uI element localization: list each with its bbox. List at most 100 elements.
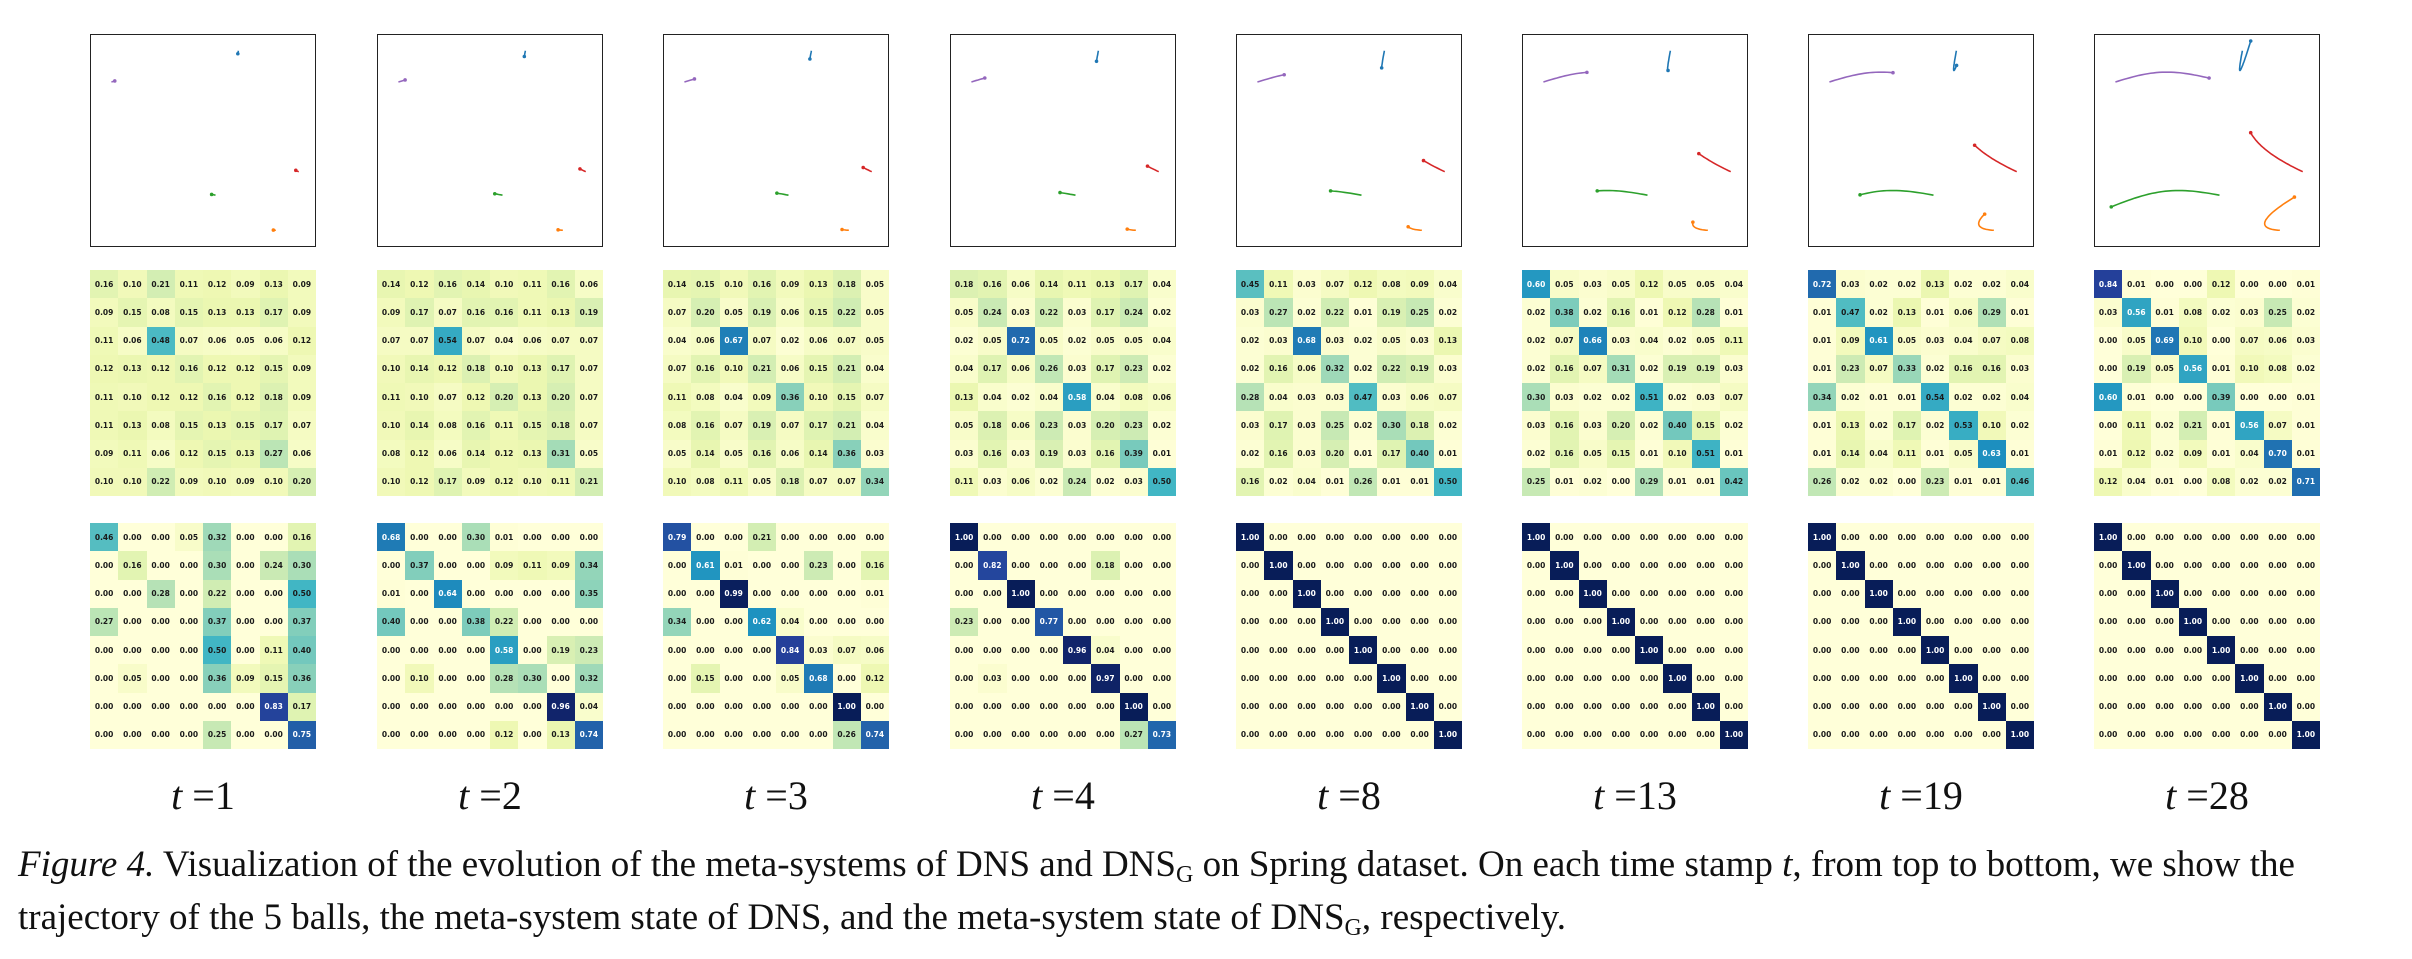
heatmap-cell: 0.34 xyxy=(1808,383,1837,412)
time-label: t =4 xyxy=(950,772,1176,819)
ball-trajectory xyxy=(1859,189,1934,196)
heatmap-cell: 0.00 xyxy=(950,636,979,665)
heatmap-cell: 0.16 xyxy=(287,523,316,552)
heatmap-cell: 1.00 xyxy=(2235,664,2264,693)
heatmap-cell: 0.02 xyxy=(1522,354,1551,383)
heatmap-cell: 0.28 xyxy=(1236,383,1265,412)
heatmap-cell: 0.02 xyxy=(1147,354,1176,383)
heatmap-cell: 0.00 xyxy=(804,523,833,552)
heatmap-cell: 0.00 xyxy=(2178,270,2207,299)
heatmap-cell: 0.00 xyxy=(231,692,260,721)
heatmap-cell: 0.01 xyxy=(2207,411,2236,440)
heatmap-cell: 0.00 xyxy=(1635,692,1664,721)
heatmap-cell: 0.00 xyxy=(1405,636,1434,665)
heatmap-cell: 0.01 xyxy=(2094,439,2123,468)
heatmap-cell: 0.37 xyxy=(287,607,316,636)
heatmap-cell: 0.03 xyxy=(1550,383,1579,412)
heatmap-cell: 0.22 xyxy=(1034,298,1063,327)
heatmap-cell: 0.00 xyxy=(1921,692,1950,721)
heatmap-cell: 0.00 xyxy=(1836,692,1865,721)
ball-position xyxy=(775,191,779,195)
heatmap-cell: 0.00 xyxy=(1034,692,1063,721)
caption-t-symbol: t xyxy=(1782,844,1793,885)
heatmap-cell: 0.00 xyxy=(691,692,720,721)
heatmap-cell: 0.00 xyxy=(1119,523,1148,552)
heatmap-cell: 0.00 xyxy=(950,579,979,608)
heatmap-cell: 0.00 xyxy=(978,579,1007,608)
trajectory-svg xyxy=(971,50,1160,232)
heatmap-cell: 0.01 xyxy=(1719,439,1748,468)
trajectory-plot xyxy=(950,34,1176,247)
heatmap-cell: 0.12 xyxy=(490,720,519,749)
heatmap-cell: 0.20 xyxy=(546,383,575,412)
heatmap-cell: 0.00 xyxy=(691,579,720,608)
heatmap-cell: 0.04 xyxy=(1264,383,1293,412)
heatmap-cell: 0.07 xyxy=(663,298,692,327)
heatmap-cell: 0.12 xyxy=(2207,270,2236,299)
heatmap-cell: 0.30 xyxy=(461,523,490,552)
heatmap-cell: 0.00 xyxy=(1921,720,1950,749)
heatmap-cell: 0.12 xyxy=(860,664,889,693)
heatmap-cell: 0.18 xyxy=(776,467,805,496)
time-value: =2 xyxy=(469,773,522,818)
heatmap-cell: 0.11 xyxy=(90,326,119,355)
heatmap-cell: 0.12 xyxy=(90,354,119,383)
heatmap-cell: 0.00 xyxy=(691,636,720,665)
ball-trajectory xyxy=(1147,165,1160,173)
heatmap-cell: 0.10 xyxy=(118,383,147,412)
heatmap-cell: 0.00 xyxy=(2207,664,2236,693)
heatmap-cell: 0.00 xyxy=(1034,664,1063,693)
heatmap-cell: 0.02 xyxy=(1236,354,1265,383)
heatmap-cell: 0.21 xyxy=(146,270,175,299)
heatmap-cell: 0.60 xyxy=(1522,270,1551,299)
heatmap-cell: 0.00 xyxy=(1977,607,2006,636)
heatmap-cell: 0.03 xyxy=(1433,354,1462,383)
heatmap-cell: 0.11 xyxy=(518,298,547,327)
heatmap-cell: 0.00 xyxy=(2235,607,2264,636)
heatmap-cell: 0.00 xyxy=(1320,664,1349,693)
heatmap-cell: 0.03 xyxy=(1006,298,1035,327)
heatmap-cell: 0.00 xyxy=(1663,692,1692,721)
heatmap-cell: 0.15 xyxy=(1691,411,1720,440)
heatmap-cell: 0.00 xyxy=(1433,692,1462,721)
heatmap-cell: 0.00 xyxy=(804,692,833,721)
heatmap-cell: 0.06 xyxy=(776,354,805,383)
heatmap-cell: 0.00 xyxy=(1663,720,1692,749)
heatmap-cell: 0.03 xyxy=(978,664,1007,693)
heatmap-cell: 0.00 xyxy=(2235,692,2264,721)
heatmap-cell: 0.17 xyxy=(1091,298,1120,327)
heatmap-cell: 0.00 xyxy=(1578,607,1607,636)
heatmap-cell: 0.00 xyxy=(1719,579,1748,608)
heatmap-cell: 0.22 xyxy=(1377,354,1406,383)
heatmap-cell: 0.13 xyxy=(546,720,575,749)
ball-trajectory xyxy=(1977,213,1994,232)
heatmap-cell: 0.00 xyxy=(1377,523,1406,552)
heatmap-cell: 0.00 xyxy=(546,579,575,608)
heatmap-cell: 0.19 xyxy=(1405,354,1434,383)
heatmap-cell: 0.56 xyxy=(2122,298,2151,327)
heatmap-cell: 0.34 xyxy=(860,467,889,496)
ball-trajectory xyxy=(1330,190,1362,196)
heatmap-cell: 0.00 xyxy=(860,523,889,552)
heatmap-cell: 0.10 xyxy=(118,467,147,496)
heatmap-cell: 0.00 xyxy=(1578,523,1607,552)
heatmap-cell: 0.26 xyxy=(832,720,861,749)
heatmap-cell: 0.16 xyxy=(90,270,119,299)
heatmap-cell: 0.13 xyxy=(546,298,575,327)
heatmap-cell: 0.00 xyxy=(1320,551,1349,580)
ball-position xyxy=(1379,66,1384,70)
ball-trajectory xyxy=(1059,191,1076,196)
heatmap-cell: 0.00 xyxy=(2122,579,2151,608)
heatmap-cell: 0.00 xyxy=(1977,523,2006,552)
heatmap-cell: 0.11 xyxy=(490,411,519,440)
heatmap-cell: 0.06 xyxy=(1006,411,1035,440)
heatmap-cell: 0.11 xyxy=(719,467,748,496)
heatmap-cell: 0.05 xyxy=(1691,326,1720,355)
ball-position xyxy=(1891,70,1895,75)
heatmap-cell: 0.00 xyxy=(118,720,147,749)
heatmap-cell: 0.00 xyxy=(950,664,979,693)
heatmap-cell: 0.00 xyxy=(978,692,1007,721)
heatmap-cell: 0.00 xyxy=(2207,607,2236,636)
heatmap-cell: 0.00 xyxy=(146,720,175,749)
time-label: t =28 xyxy=(2094,772,2320,819)
